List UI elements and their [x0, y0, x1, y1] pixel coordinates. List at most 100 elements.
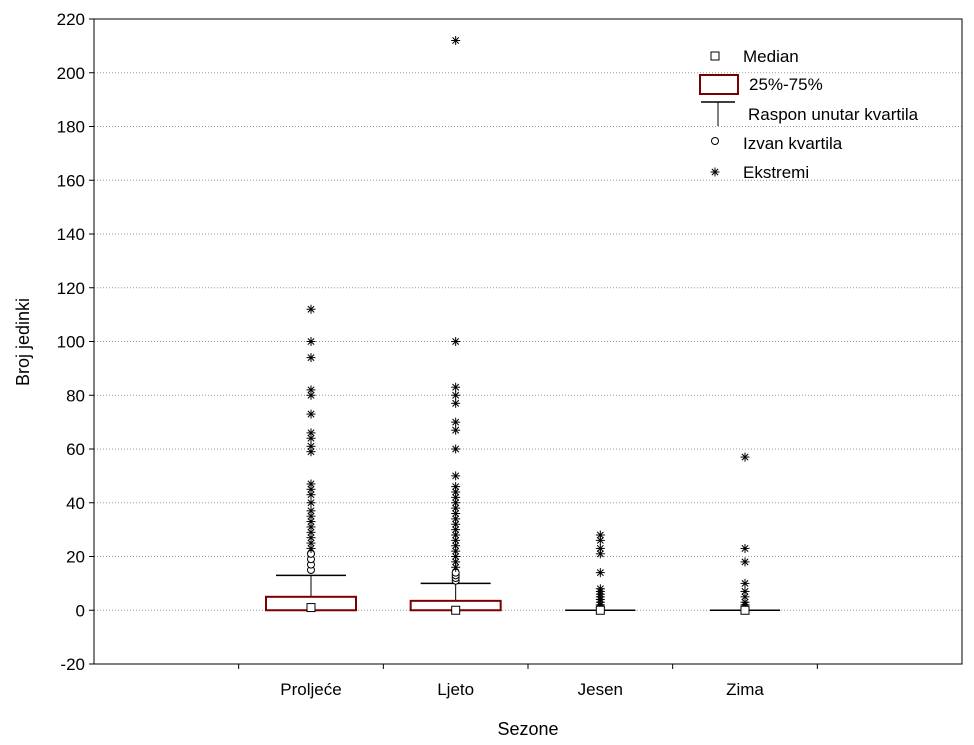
extreme-point	[306, 517, 316, 527]
extreme-point	[306, 353, 316, 363]
extreme-point	[451, 503, 461, 513]
star-stroke	[452, 547, 460, 555]
star-stroke	[741, 453, 749, 461]
star-stroke	[452, 426, 460, 434]
star-stroke	[741, 579, 749, 587]
median-marker	[451, 605, 461, 615]
star-stroke	[452, 445, 460, 453]
star-stroke	[596, 585, 604, 593]
x-tick-label: Zima	[726, 680, 764, 699]
extreme-point	[451, 482, 461, 492]
star-stroke	[452, 526, 460, 534]
extreme-point	[595, 530, 605, 540]
x-axis-title: Sezone	[497, 719, 558, 739]
legend-median-swatch	[710, 51, 720, 61]
legend-item: 25%-75%	[699, 74, 823, 95]
star-stroke	[307, 434, 315, 442]
extreme-point	[306, 538, 316, 548]
star-stroke	[452, 472, 460, 480]
star-stroke	[307, 534, 315, 542]
extreme-point	[451, 36, 461, 45]
y-tick-label: 60	[66, 440, 85, 459]
star-stroke	[452, 483, 460, 491]
box-group	[565, 530, 636, 615]
star-stroke	[307, 442, 315, 450]
star-stroke	[452, 418, 460, 426]
y-axis: -20 0 20 40 60 80 100 120 140 160 180 200 220	[57, 10, 94, 674]
star-stroke	[711, 168, 719, 176]
extreme-point	[595, 543, 605, 553]
legend-label: Ekstremi	[743, 163, 809, 182]
y-tick-label: 140	[57, 225, 85, 244]
extreme-point	[740, 597, 750, 607]
star-stroke	[452, 558, 460, 566]
extreme-point	[306, 441, 316, 451]
extreme-point	[451, 444, 461, 454]
star-stroke	[452, 509, 460, 518]
y-tick-label: 20	[66, 548, 85, 567]
star-stroke	[307, 305, 315, 313]
star-stroke	[307, 448, 315, 456]
star-stroke	[452, 520, 460, 528]
extreme-point	[740, 543, 750, 553]
box-group	[265, 304, 357, 613]
extreme-point	[451, 382, 461, 392]
legend-label: Izvan kvartila	[743, 134, 843, 153]
star-stroke	[452, 499, 460, 507]
star-stroke	[596, 531, 604, 539]
star-stroke	[307, 429, 315, 437]
extreme-point	[306, 409, 316, 419]
star-stroke	[307, 539, 315, 547]
star-stroke	[741, 544, 749, 552]
star-stroke	[452, 515, 460, 523]
legend-box-swatch	[699, 74, 739, 95]
extreme-point	[306, 447, 316, 457]
star-stroke	[307, 485, 315, 493]
extreme-point	[740, 557, 750, 567]
y-tick-label: 80	[66, 386, 85, 405]
star-stroke	[452, 531, 460, 539]
legend-item: Median	[710, 47, 799, 66]
star-stroke	[452, 399, 460, 407]
legend-item: Izvan kvartila	[711, 134, 843, 153]
x-axis: Proljeće Ljeto Jesen Zima	[238, 664, 818, 699]
extreme-point	[740, 578, 750, 588]
extreme-point	[306, 479, 316, 489]
y-tick-label: 0	[76, 601, 85, 620]
star-stroke	[307, 528, 315, 536]
star-stroke	[452, 552, 460, 561]
star-stroke	[307, 544, 315, 552]
extreme-point	[306, 337, 316, 346]
median-marker	[595, 605, 605, 615]
extreme-point	[740, 586, 750, 596]
star-stroke	[452, 337, 460, 346]
star-stroke	[307, 523, 315, 531]
extreme-point	[306, 385, 316, 395]
y-tick-label: 40	[66, 494, 85, 513]
star-stroke	[307, 507, 315, 515]
star-stroke	[596, 536, 604, 544]
star-stroke	[452, 563, 460, 571]
star-stroke	[307, 491, 315, 499]
legend-item: Ekstremi	[710, 163, 809, 182]
star-stroke	[596, 569, 604, 577]
y-tick-label: 100	[57, 333, 85, 352]
y-tick-label: 180	[57, 118, 85, 137]
extreme-point	[306, 433, 316, 443]
star-stroke	[741, 587, 749, 595]
extreme-point	[595, 535, 605, 545]
star-stroke	[452, 391, 460, 399]
extreme-point	[451, 390, 461, 400]
median-marker	[306, 603, 316, 613]
extreme-point	[306, 527, 316, 537]
extreme-point	[451, 398, 461, 408]
star-stroke	[307, 337, 315, 346]
legend-label: 25%-75%	[749, 75, 823, 94]
x-tick-label: Ljeto	[437, 680, 474, 699]
box-group	[409, 36, 502, 615]
star-stroke	[452, 36, 460, 45]
extreme-point	[595, 568, 605, 578]
x-tick-label: Jesen	[578, 680, 623, 699]
legend-star-swatch	[710, 167, 720, 177]
